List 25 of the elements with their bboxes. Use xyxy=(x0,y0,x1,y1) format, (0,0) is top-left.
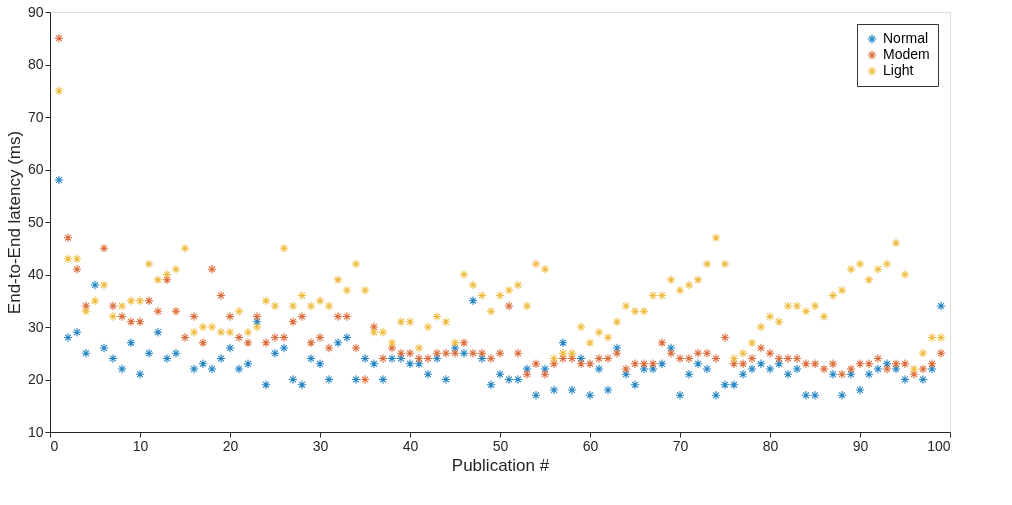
x-tick-label: 70 xyxy=(672,437,689,454)
x-tick-label: 90 xyxy=(852,437,869,454)
y-tick-label: 10 xyxy=(27,423,44,440)
y-tick-label: 40 xyxy=(27,266,44,282)
y-tick-label: 70 xyxy=(27,108,44,125)
x-tick-label: 20 xyxy=(222,437,239,454)
x-axis-title: Publication # xyxy=(451,455,550,475)
legend-label: Light xyxy=(883,62,914,78)
x-tick-label: 40 xyxy=(402,437,419,454)
legend-label: Normal xyxy=(883,30,929,46)
x-tick-label: 60 xyxy=(582,437,599,454)
y-tick-label: 80 xyxy=(27,56,44,72)
x-tick-label: 10 xyxy=(132,437,149,454)
y-tick-label: 90 xyxy=(27,3,44,20)
y-tick-label: 20 xyxy=(27,371,44,387)
y-tick-label: 50 xyxy=(27,213,44,230)
y-tick-label: 30 xyxy=(27,318,44,335)
x-tick-label: 0 xyxy=(50,437,59,454)
x-tick-label: 100 xyxy=(927,437,951,454)
x-tick-label: 30 xyxy=(312,437,329,454)
x-tick-label: 50 xyxy=(492,437,509,454)
y-axis-title: End-to-End latency (ms) xyxy=(4,130,24,315)
x-tick-label: 80 xyxy=(762,437,779,454)
legend-label: Modem xyxy=(883,46,930,62)
y-tick-label: 60 xyxy=(27,161,44,177)
